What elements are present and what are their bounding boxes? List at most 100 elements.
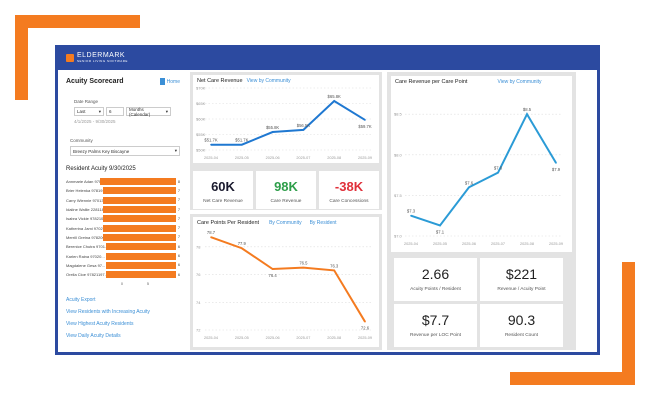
eldermark-logo-icon <box>66 53 74 62</box>
resident-name: Orella Cloe 97821197... <box>66 272 107 278</box>
acuity-value: 6 <box>178 254 180 259</box>
y-tick-label: $70K <box>196 86 206 91</box>
acuity-value: 6 <box>178 272 180 277</box>
revenue-per-point-card: Care Revenue per Care Point View by Commu… <box>391 76 572 252</box>
axis-tick: 5 <box>147 282 149 287</box>
data-label: 72.6 <box>361 326 370 331</box>
data-point <box>210 236 212 238</box>
acuity-bar <box>102 233 177 241</box>
metric-tile: 90.3 Resident Count <box>480 304 563 347</box>
by-resident-link[interactable]: By Resident <box>309 220 337 226</box>
range-mode-select[interactable]: Last ▾ <box>74 107 104 116</box>
x-tick-label: 2025-09 <box>358 336 372 340</box>
daily-acuity-link[interactable]: View Daily Acuity Details <box>66 333 121 340</box>
x-tick-label: 2025-06 <box>462 242 476 246</box>
kpi-card: 98K Care Revenue <box>256 171 316 209</box>
increasing-acuity-link[interactable]: View Residents with Increasing Acuity <box>66 309 150 316</box>
range-count-input[interactable]: 6 <box>106 107 124 116</box>
acuity-bar <box>102 224 177 232</box>
view-by-community-link[interactable]: View by Community <box>497 79 542 85</box>
series-line <box>211 99 366 146</box>
highest-acuity-link[interactable]: View Highest Acuity Residents <box>66 321 134 328</box>
x-tick-label: 2025-05 <box>235 156 249 160</box>
data-label: 77.9 <box>238 241 247 246</box>
resident-name: Idaline Wallie 228118... <box>66 207 103 213</box>
y-tick-label: $8.5 <box>394 112 403 117</box>
net-care-revenue-chart: $50K $55K $60K $65K $70K 2025-04 2025-05 2025-0… <box>196 86 372 161</box>
acuity-export-link[interactable]: Acuity Export <box>66 297 96 304</box>
metric-label: Revenue per LOC Point <box>410 333 461 338</box>
data-label: $7.1 <box>436 229 445 234</box>
data-point <box>210 143 212 146</box>
data-label: $59.7K <box>358 124 371 129</box>
view-by-community-link[interactable]: View by Community <box>246 78 291 84</box>
acuity-bar <box>99 178 177 186</box>
chevron-down-icon: ▾ <box>98 108 101 114</box>
data-label: $7.6 <box>465 180 474 185</box>
bookmark-icon <box>159 78 165 85</box>
metric-tile: 2.66 Acuity Points / Resident <box>394 258 477 301</box>
resident-row[interactable]: Katherina Jami 9702... 7 <box>66 223 180 232</box>
metric-tile: $7.7 Revenue per LOC Point <box>394 304 477 347</box>
decor-bar <box>15 15 28 100</box>
acuity-bar <box>102 187 177 195</box>
acuity-value: 7 <box>178 226 180 231</box>
acuity-bar <box>106 252 177 260</box>
metric-label: Revenue / Acuity Point <box>497 287 546 292</box>
acuity-bar <box>102 206 177 214</box>
right-panel: Care Revenue per Care Point View by Commu… <box>387 72 576 350</box>
acuity-bar <box>106 243 177 251</box>
data-point <box>271 268 274 270</box>
x-tick-label: 2025-08 <box>520 242 534 246</box>
metric-label: Acuity Points / Resident <box>410 287 461 292</box>
y-tick-label: 78 <box>196 244 201 249</box>
acuity-title: Resident Acuity 9/30/2025 <box>66 166 136 172</box>
community-select[interactable]: Breezy Palms Key Biscayne ▾ <box>70 146 180 156</box>
resident-row[interactable]: Merrill Gretna 978206... 7 <box>66 233 180 242</box>
acuity-value: 8 <box>178 179 180 184</box>
x-tick-label: 2025-07 <box>296 156 310 160</box>
data-point <box>241 247 243 250</box>
range-unit-select[interactable]: Months (Calendar) ▾ <box>126 107 171 117</box>
x-tick-label: 2025-04 <box>204 336 218 340</box>
resident-name: Magdalene Gesa 97... <box>66 262 106 268</box>
resident-row[interactable]: Berenice Chutra 9701... 6 <box>66 242 180 251</box>
net-care-revenue-card: Net Care Revenue View by Community $50K $5… <box>193 75 379 163</box>
date-text: 4/1/2025 - 9/30/2025 <box>74 119 116 124</box>
metric-value: $221 <box>505 266 538 282</box>
app-header: ELDERMARK SENIOR LIVING SOFTWARE <box>58 45 597 70</box>
y-tick-label: $50K <box>196 148 206 153</box>
resident-row[interactable]: Karlen Raina 97020... 6 <box>66 251 180 260</box>
resident-name: Carry Wiennie 97013... <box>66 197 103 203</box>
kpi-value: 60K <box>211 179 235 194</box>
data-point <box>302 266 305 269</box>
x-tick-label: 2025-09 <box>549 242 563 246</box>
chart-title: Care Revenue per Care Point <box>395 79 468 85</box>
resident-row[interactable]: Carry Wiennie 97013... 7 <box>66 196 180 205</box>
resident-row[interactable]: Magdalene Gesa 97... 6 <box>66 261 180 270</box>
acuity-bar-chart: Annmarie Adan 9701... 8 Brier Helenka 9781… <box>66 177 180 279</box>
acuity-value: 7 <box>178 235 180 240</box>
community-label: Community <box>70 138 93 143</box>
kpi-value: 98K <box>274 179 298 194</box>
metric-value: 2.66 <box>421 266 450 282</box>
x-tick-label: 2025-04 <box>204 156 218 160</box>
data-label: 76.4 <box>269 273 278 278</box>
by-community-link[interactable]: By Community <box>269 220 302 226</box>
resident-row[interactable]: Brier Helenka 978191... 7 <box>66 186 180 195</box>
kpi-label: Care Concessions <box>329 199 369 204</box>
acuity-value: 7 <box>178 188 180 193</box>
x-tick-label: 2025-07 <box>491 242 505 246</box>
decor-bar <box>15 15 140 28</box>
x-tick-label: 2025-06 <box>266 156 280 160</box>
decor-bar <box>510 372 635 385</box>
resident-row[interactable]: Idaline Wallie 228118... 7 <box>66 205 180 214</box>
revenue-per-point-chart: $7.0 $7.5 $8.0 $8.5 2025-04 2025-05 2025-06 202… <box>394 107 563 246</box>
resident-row[interactable]: Isabra Vickie 978210... 7 <box>66 214 180 223</box>
resident-row[interactable]: Annmarie Adan 9701... 8 <box>66 177 180 186</box>
chevron-down-icon: ▾ <box>165 108 168 114</box>
decor-bar <box>622 262 635 385</box>
resident-row[interactable]: Orella Cloe 97821197... 6 <box>66 270 180 279</box>
chart-title: Net Care Revenue <box>197 78 243 84</box>
home-link[interactable]: Home <box>159 78 180 85</box>
